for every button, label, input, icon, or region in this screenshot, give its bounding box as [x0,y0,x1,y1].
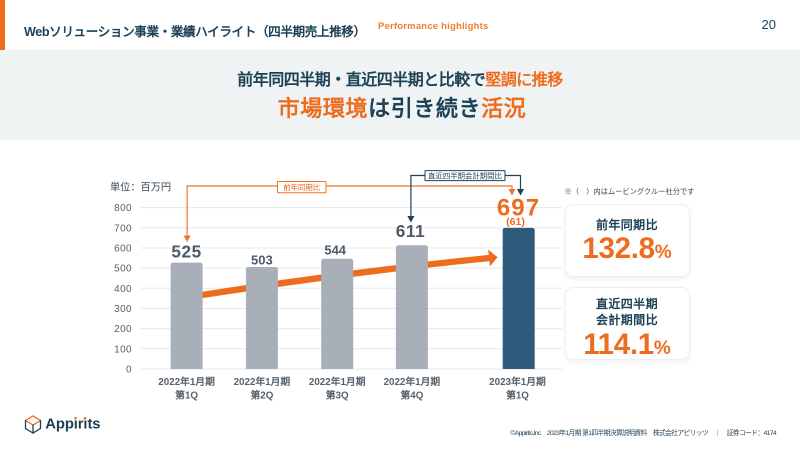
svg-text:直近四半期会計期間比: 直近四半期会計期間比 [428,171,502,180]
svg-text:(61): (61) [506,216,525,228]
svg-text:500: 500 [114,264,132,275]
svg-text:700: 700 [114,223,132,234]
svg-text:第2Q: 第2Q [250,388,273,401]
svg-text:前年同期比: 前年同期比 [283,183,320,192]
svg-text:2023年1月期: 2023年1月期 [489,375,546,388]
svg-text:2022年1月期: 2022年1月期 [309,375,366,388]
svg-text:2022年1月期: 2022年1月期 [234,375,291,388]
svg-text:第1Q: 第1Q [506,388,529,401]
svg-text:200: 200 [114,324,132,335]
svg-text:0: 0 [126,365,132,376]
svg-text:525: 525 [171,242,201,262]
svg-text:第3Q: 第3Q [326,388,349,401]
svg-text:Appırıts: Appırıts [45,416,100,432]
svg-text:単位：百万円: 単位：百万円 [110,181,171,194]
svg-text:100: 100 [114,344,132,355]
svg-text:503: 503 [251,253,273,268]
svg-text:697: 697 [497,195,540,222]
svg-text:300: 300 [114,304,132,315]
svg-text:600: 600 [114,244,132,255]
svg-text:第1Q: 第1Q [175,388,198,401]
svg-text:2022年1月期: 2022年1月期 [158,375,215,388]
svg-text:2022年1月期: 2022年1月期 [384,375,441,388]
svg-text:611: 611 [396,221,426,241]
svg-text:400: 400 [114,284,132,295]
svg-text:544: 544 [324,243,346,258]
svg-text:第4Q: 第4Q [400,388,423,401]
svg-text:800: 800 [114,203,132,214]
